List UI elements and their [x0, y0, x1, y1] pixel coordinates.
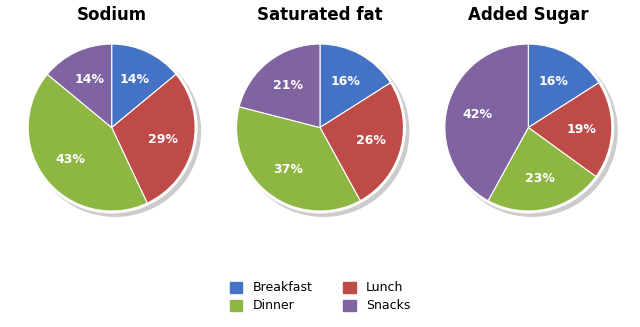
Text: 16%: 16%	[330, 75, 360, 88]
Circle shape	[238, 46, 409, 216]
Wedge shape	[28, 74, 147, 211]
Text: 42%: 42%	[462, 108, 492, 121]
Circle shape	[26, 42, 197, 213]
Text: 16%: 16%	[539, 75, 569, 88]
Text: 26%: 26%	[356, 134, 386, 147]
Circle shape	[447, 46, 617, 216]
Wedge shape	[47, 44, 111, 128]
Text: 29%: 29%	[148, 132, 178, 146]
Circle shape	[30, 46, 200, 216]
Legend: Breakfast, Dinner, Lunch, Snacks: Breakfast, Dinner, Lunch, Snacks	[225, 277, 415, 318]
Wedge shape	[529, 44, 599, 128]
Title: Sodium: Sodium	[77, 6, 147, 24]
Circle shape	[235, 42, 405, 213]
Wedge shape	[320, 83, 403, 201]
Wedge shape	[529, 83, 612, 177]
Wedge shape	[111, 44, 176, 128]
Wedge shape	[445, 44, 529, 201]
Text: 23%: 23%	[525, 172, 555, 185]
Title: Saturated fat: Saturated fat	[257, 6, 383, 24]
Text: 21%: 21%	[273, 79, 303, 92]
Text: 19%: 19%	[566, 123, 596, 136]
Wedge shape	[320, 44, 390, 128]
Wedge shape	[488, 128, 596, 211]
Text: 37%: 37%	[273, 163, 303, 176]
Wedge shape	[239, 44, 320, 128]
Text: 43%: 43%	[55, 153, 85, 166]
Text: 14%: 14%	[74, 73, 104, 86]
Text: 14%: 14%	[119, 73, 149, 86]
Wedge shape	[111, 74, 195, 203]
Title: Added Sugar: Added Sugar	[468, 6, 589, 24]
Wedge shape	[237, 107, 360, 211]
Circle shape	[443, 42, 614, 213]
